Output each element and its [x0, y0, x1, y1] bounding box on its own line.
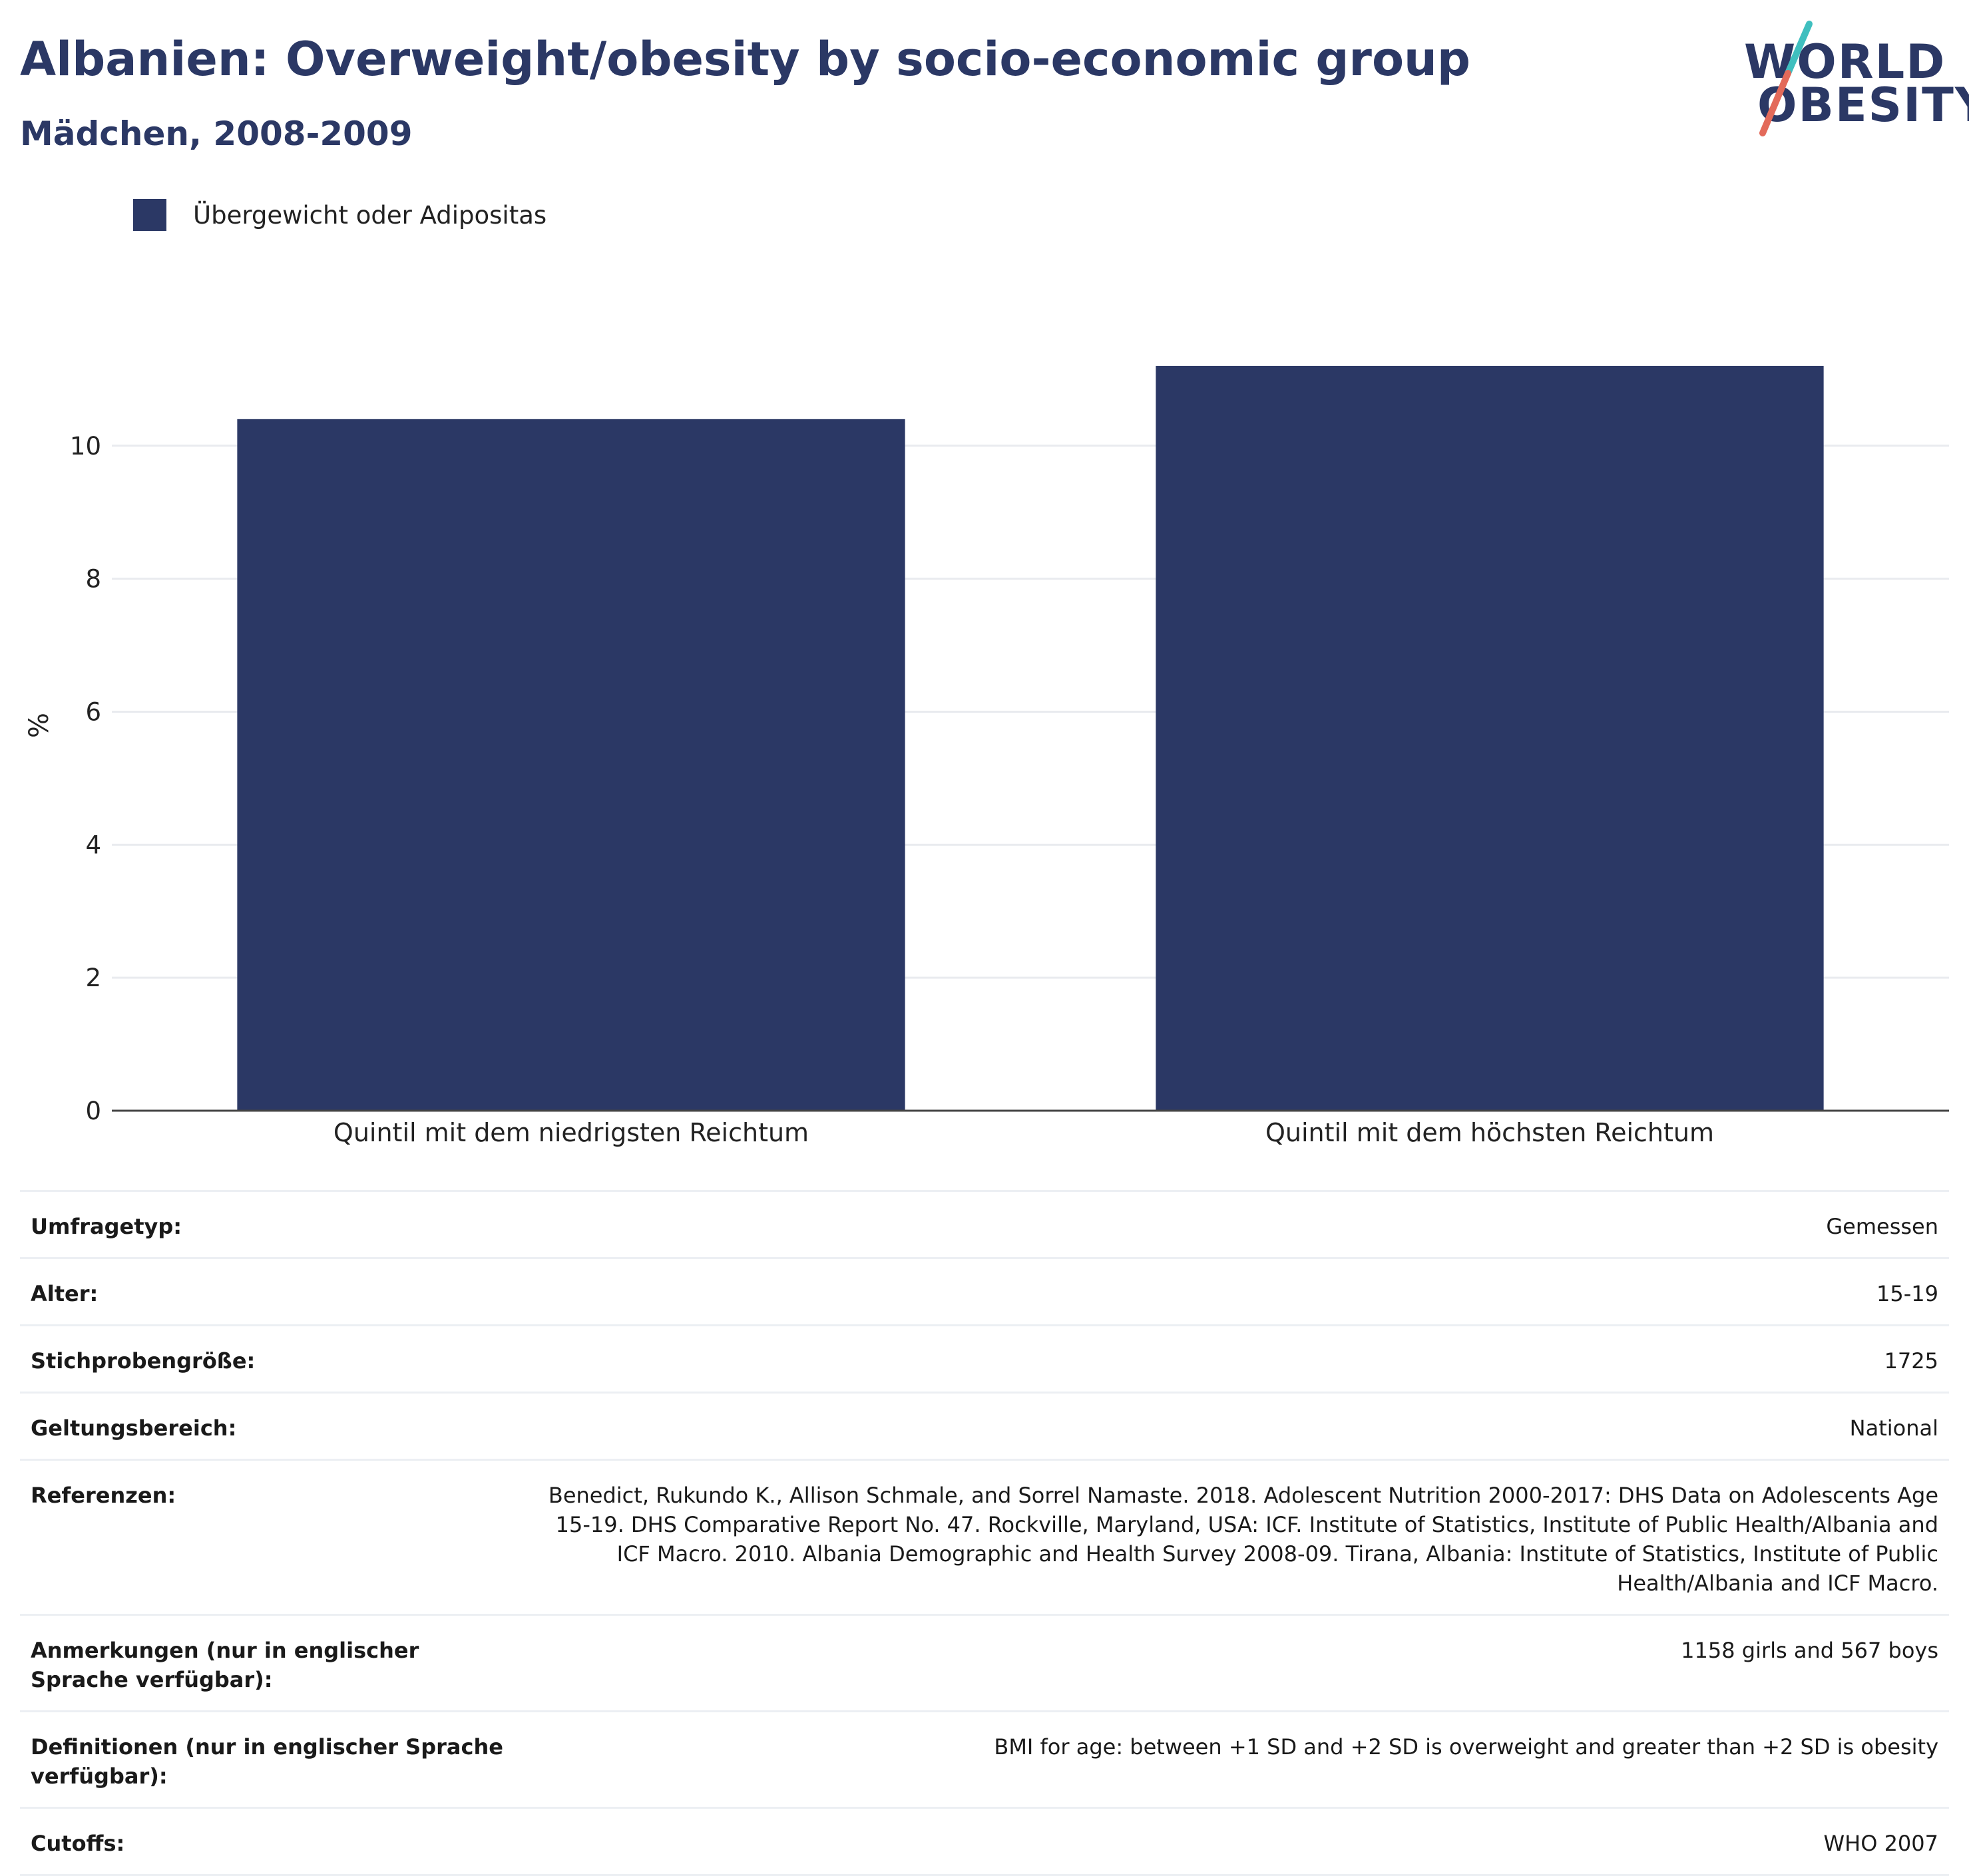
y-tick-label: 4: [85, 831, 101, 859]
x-tick-label: Quintil mit dem niedrigsten Reichtum: [333, 1118, 809, 1147]
meta-value: 15-19: [1876, 1281, 1938, 1306]
meta-value: 1725: [1884, 1348, 1938, 1374]
meta-value: BMI for age: between +1 SD and +2 SD is …: [994, 1734, 1938, 1760]
meta-label: Referenzen:: [31, 1483, 176, 1508]
world-obesity-logo: WORLD OBESITY: [1731, 19, 1969, 145]
y-tick-label: 6: [85, 697, 101, 726]
x-tick-label: Quintil mit dem höchsten Reichtum: [1265, 1118, 1714, 1147]
meta-value: Benedict, Rukundo K., Allison Schmale, a…: [548, 1483, 1938, 1596]
meta-value: WHO 2007: [1823, 1831, 1939, 1856]
meta-label: Anmerkungen (nur in englischer Sprache v…: [31, 1638, 419, 1692]
meta-label: Geltungsbereich:: [31, 1415, 237, 1441]
meta-label: Umfragetyp:: [31, 1214, 182, 1239]
chart-legend[interactable]: Übergewicht oder Adipositas: [133, 196, 547, 234]
meta-row: Alter: 15-19: [20, 1257, 1949, 1324]
logo-word-2: OBESITY: [1757, 78, 1969, 132]
bar-chart: 0 2 4 6 8 10% Quintil mit dem niedrigsten Reic…: [24, 365, 1949, 1147]
legend-label: Übergewicht oder Adipositas: [193, 200, 547, 230]
meta-label: Stichprobengröße:: [31, 1348, 256, 1374]
y-tick-label: 0: [85, 1097, 101, 1125]
meta-row: Cutoffs: WHO 2007: [20, 1807, 1949, 1876]
logo-word-1: WORLD: [1744, 35, 1946, 89]
meta-value: Gemessen: [1826, 1214, 1938, 1239]
meta-row: Referenzen: Benedict, Rukundo K., Allison…: [20, 1459, 1949, 1614]
bar[interactable]: [1156, 365, 1824, 1111]
y-axis-label: %: [24, 713, 55, 738]
meta-row: Definitionen (nur in englischer Sprache …: [20, 1710, 1949, 1807]
logo-slash-icon: [1759, 21, 1813, 136]
meta-row: Anmerkungen (nur in englischer Sprache v…: [20, 1614, 1949, 1710]
y-tick-label: 8: [85, 565, 101, 594]
bar[interactable]: [237, 419, 905, 1111]
meta-row: Umfragetyp: Gemessen: [20, 1190, 1949, 1257]
meta-row: Geltungsbereich: National: [20, 1392, 1949, 1459]
metadata-table: Umfragetyp: Gemessen Alter: 15-19 Stichprobe…: [20, 1190, 1949, 1876]
y-tick-label: 10: [70, 432, 101, 461]
chart-title: Albanien: Overweight/obesity by socio-ec…: [20, 32, 1470, 87]
meta-row: Stichprobengröße: 1725: [20, 1324, 1949, 1392]
y-tick-label: 2: [85, 964, 101, 992]
legend-swatch: [133, 199, 166, 231]
meta-label: Definitionen (nur in englischer Sprache …: [31, 1734, 503, 1789]
meta-value: National: [1849, 1415, 1938, 1441]
meta-label: Alter:: [31, 1281, 99, 1306]
chart-subtitle: Mädchen, 2008-2009: [20, 114, 413, 153]
meta-value: 1158 girls and 567 boys: [1681, 1638, 1938, 1663]
meta-label: Cutoffs:: [31, 1831, 125, 1856]
